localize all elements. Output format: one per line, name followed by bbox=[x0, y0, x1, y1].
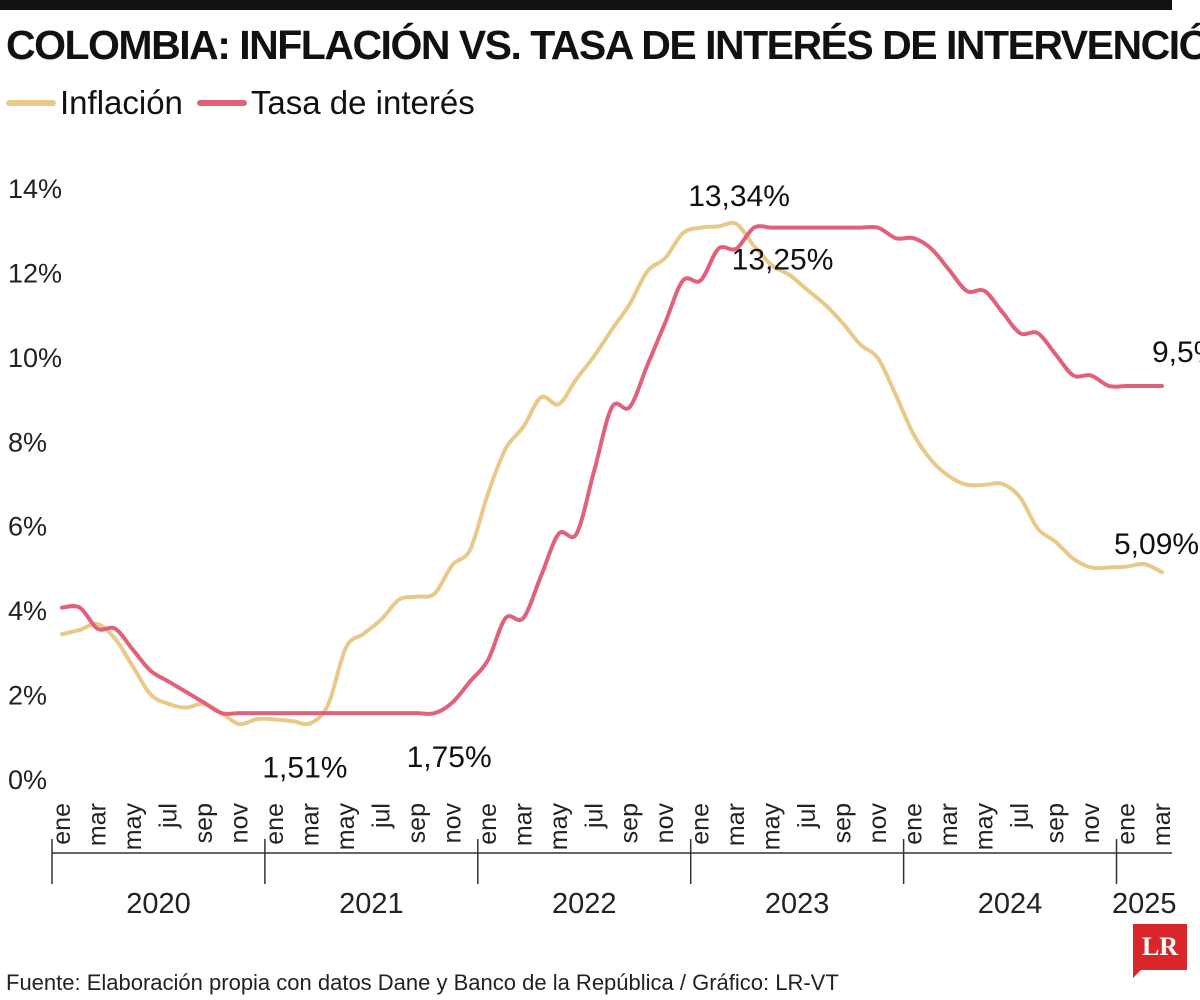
legend-item-inflacion: Inflación bbox=[6, 84, 183, 122]
x-month-label: may bbox=[545, 803, 573, 851]
y-tick-label: 8% bbox=[8, 427, 47, 457]
x-month-label: ene bbox=[48, 803, 76, 845]
x-month-label: nov bbox=[651, 803, 679, 844]
legend-item-tasa: Tasa de interés bbox=[196, 84, 475, 122]
data-label: 13,25% bbox=[732, 244, 834, 277]
x-month-label: nov bbox=[864, 803, 892, 844]
lr-logo-tail bbox=[1133, 968, 1143, 978]
data-label: 9,5% bbox=[1152, 336, 1200, 369]
chart-title: COLOMBIA: INFLACIÓN VS. TASA DE INTERÉS … bbox=[6, 22, 1200, 68]
x-month-label: sep bbox=[829, 803, 857, 843]
year-label: 2024 bbox=[978, 888, 1043, 920]
x-month-label: may bbox=[758, 803, 786, 851]
x-month-label: ene bbox=[1113, 803, 1141, 845]
data-label: 5,09% bbox=[1114, 528, 1199, 561]
legend-label-tasa: Tasa de interés bbox=[250, 84, 475, 121]
y-tick-label: 4% bbox=[8, 596, 47, 626]
legend-label-inflacion: Inflación bbox=[60, 84, 183, 121]
year-label: 2025 bbox=[1112, 888, 1177, 920]
y-tick-label: 12% bbox=[8, 258, 62, 288]
x-month-label: ene bbox=[474, 803, 502, 845]
legend-swatch-inflacion bbox=[6, 100, 56, 106]
series-line-tasa bbox=[60, 224, 1164, 716]
x-month-label: may bbox=[332, 803, 360, 851]
top-rule bbox=[0, 0, 1172, 10]
x-month-label: jul bbox=[367, 803, 395, 829]
data-label: 1,75% bbox=[407, 741, 492, 774]
year-label: 2022 bbox=[552, 888, 617, 920]
x-month-label: jul bbox=[154, 803, 182, 829]
lr-logo: LR bbox=[1133, 924, 1187, 970]
x-month-label: mar bbox=[296, 803, 324, 846]
year-label: 2020 bbox=[126, 888, 191, 920]
series-line-inflacion bbox=[60, 220, 1164, 727]
x-month-label: sep bbox=[403, 803, 431, 843]
y-tick-label: 0% bbox=[8, 765, 47, 795]
y-tick-label: 10% bbox=[8, 343, 62, 373]
x-month-label: sep bbox=[190, 803, 218, 843]
y-tick-label: 14% bbox=[8, 174, 62, 204]
year-label: 2021 bbox=[339, 888, 404, 920]
x-month-label: ene bbox=[261, 803, 289, 845]
data-label: 13,34% bbox=[688, 180, 790, 213]
x-month-label: mar bbox=[935, 803, 963, 846]
legend-swatch-tasa bbox=[196, 100, 247, 106]
x-month-label: ene bbox=[900, 803, 928, 845]
x-month-label: nov bbox=[438, 803, 466, 844]
x-month-label: mar bbox=[722, 803, 750, 846]
x-month-label: nov bbox=[225, 803, 253, 844]
x-month-label: mar bbox=[509, 803, 537, 846]
x-month-label: sep bbox=[1042, 803, 1070, 843]
y-tick-label: 6% bbox=[8, 512, 47, 542]
source-note: Fuente: Elaboración propia con datos Dan… bbox=[6, 970, 839, 995]
x-month-label: mar bbox=[1148, 803, 1176, 846]
legend: Inflación Tasa de interés bbox=[6, 84, 475, 122]
x-month-label: jul bbox=[793, 803, 821, 829]
data-label: 1,51% bbox=[262, 751, 347, 784]
y-tick-label: 2% bbox=[8, 681, 47, 711]
x-month-label: sep bbox=[616, 803, 644, 843]
x-month-label: jul bbox=[1006, 803, 1034, 829]
x-month-label: may bbox=[119, 803, 147, 851]
year-label: 2023 bbox=[765, 888, 830, 920]
x-month-label: ene bbox=[687, 803, 715, 845]
x-month-label: may bbox=[971, 803, 999, 851]
x-month-label: nov bbox=[1077, 803, 1105, 844]
x-month-label: mar bbox=[83, 803, 111, 846]
x-month-label: jul bbox=[580, 803, 608, 829]
